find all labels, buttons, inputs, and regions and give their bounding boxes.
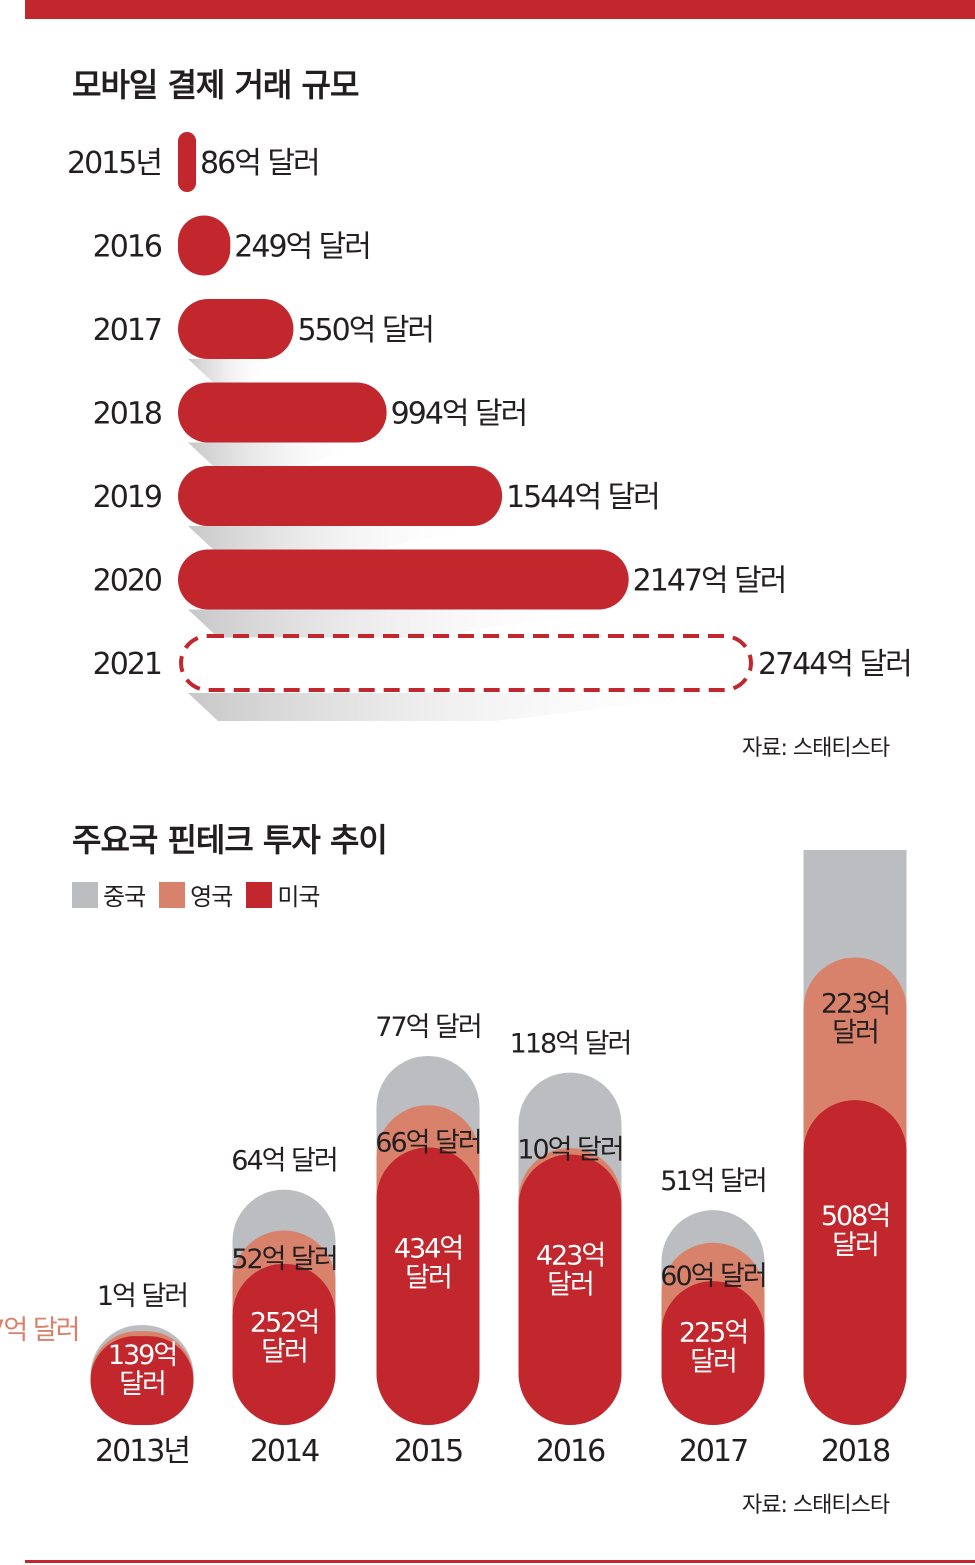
bar-mobile-payment bbox=[178, 382, 387, 443]
value-label-china: 118억 달러 bbox=[510, 1029, 631, 1060]
value-label-usa: 달러 bbox=[261, 1337, 307, 1368]
value-label-china: 77억 달러 bbox=[375, 1012, 480, 1043]
legend-swatch-china bbox=[72, 881, 98, 908]
bar-value-label: 994억 달러 bbox=[391, 397, 527, 432]
legend-label-uk: 영국 bbox=[190, 883, 233, 911]
bar-mobile-payment-forecast bbox=[179, 634, 753, 692]
bar-mobile-payment bbox=[178, 215, 231, 276]
pill-usa bbox=[232, 1263, 336, 1425]
legend-item-uk: 영국 bbox=[159, 877, 233, 912]
bar-value-label: 550억 달러 bbox=[297, 313, 433, 348]
value-label-uk: 52억 달러 bbox=[231, 1244, 336, 1275]
column-category-label: 2015 bbox=[394, 1434, 462, 1469]
value-label-china: 1억 달러 bbox=[97, 1281, 187, 1312]
column-category-label: 2014 bbox=[250, 1434, 319, 1469]
value-label-usa: 225억 bbox=[679, 1318, 747, 1349]
pill-usa bbox=[518, 1154, 622, 1425]
legend-swatch-usa bbox=[246, 881, 273, 908]
bar-value-label: 1544억 달러 bbox=[506, 480, 659, 515]
chart2-title: 주요국 핀테크 투자 추이 bbox=[72, 821, 388, 859]
top-accent-bar bbox=[25, 0, 975, 19]
bar-category-label: 2021 bbox=[93, 647, 161, 682]
value-label-uk: 달러 bbox=[832, 1017, 878, 1048]
value-label-uk: 60억 달러 bbox=[660, 1261, 765, 1292]
bar-category-label: 2019 bbox=[93, 480, 161, 515]
legend-item-usa: 미국 bbox=[246, 877, 321, 912]
bar-category-label: 2020 bbox=[93, 564, 162, 599]
chart1-title: 모바일 결제 거래 규모 bbox=[72, 66, 359, 104]
legend-swatch-uk bbox=[159, 881, 186, 908]
legend-item-china: 중국 bbox=[72, 877, 146, 912]
bottom-rule bbox=[25, 1560, 975, 1563]
mobile-payment-chart: 2015년 86억 달러 2016 249억 달러 2017 550억 달러 2018 994… bbox=[67, 132, 913, 721]
value-label-usa: 139억 bbox=[108, 1340, 176, 1371]
pill-usa bbox=[803, 1100, 907, 1425]
bar-shadow bbox=[188, 526, 483, 554]
value-label-usa: 434억 bbox=[394, 1233, 462, 1264]
chart2-source: 자료: 스태티스타 bbox=[742, 1493, 890, 1518]
bar-mobile-payment bbox=[178, 549, 629, 610]
bar-category-label: 2017 bbox=[93, 313, 161, 348]
column-category-label: 2017 bbox=[679, 1434, 747, 1469]
value-label-usa: 달러 bbox=[119, 1369, 165, 1400]
bar-mobile-payment bbox=[178, 299, 294, 359]
value-label-uk: 7억 달러 bbox=[0, 1315, 79, 1346]
bar-value-label: 2147억 달러 bbox=[633, 564, 786, 599]
column-category-label: 2016 bbox=[536, 1434, 605, 1469]
value-label-uk: 223억 bbox=[821, 988, 889, 1019]
column-category-label: 2013년 bbox=[95, 1434, 189, 1469]
value-label-usa: 달러 bbox=[690, 1347, 736, 1378]
value-label-usa: 달러 bbox=[547, 1269, 593, 1300]
bar-value-label: 86억 달러 bbox=[200, 146, 319, 181]
value-label-uk: 66억 달러 bbox=[375, 1127, 480, 1158]
value-label-china: 64억 달러 bbox=[231, 1146, 336, 1177]
bar-category-label: 2015년 bbox=[67, 146, 161, 181]
legend-label-usa: 미국 bbox=[277, 883, 320, 911]
value-label-usa: 달러 bbox=[832, 1230, 878, 1261]
bar-mobile-payment bbox=[178, 132, 197, 192]
column-category-label: 2018 bbox=[821, 1434, 890, 1469]
bar-value-label: 2744억 달러 bbox=[758, 647, 911, 682]
bar-shadow bbox=[188, 609, 609, 638]
value-label-usa: 252억 bbox=[250, 1308, 318, 1339]
bar-mobile-payment bbox=[178, 466, 503, 526]
value-label-usa: 달러 bbox=[405, 1262, 451, 1293]
bar-shadow bbox=[188, 693, 734, 721]
chart1-source: 자료: 스태티스타 bbox=[742, 736, 890, 761]
value-label-china: 51억 달러 bbox=[660, 1166, 765, 1197]
bar-category-label: 2018 bbox=[93, 397, 162, 432]
bar-shadow bbox=[188, 442, 367, 471]
bar-value-label: 249억 달러 bbox=[234, 230, 370, 265]
chart2-legend: 중국 영국 미국 bbox=[72, 877, 334, 912]
pill-usa bbox=[376, 1147, 480, 1425]
value-label-uk: 10억 달러 bbox=[517, 1134, 622, 1165]
pill-usa bbox=[661, 1281, 765, 1425]
pill-usa bbox=[90, 1336, 194, 1425]
bar-shadow bbox=[188, 359, 274, 387]
bar-category-label: 2016 bbox=[93, 230, 162, 265]
value-label-usa: 508억 bbox=[821, 1201, 889, 1232]
value-label-usa: 423억 bbox=[536, 1240, 604, 1271]
legend-label-china: 중국 bbox=[103, 883, 146, 911]
